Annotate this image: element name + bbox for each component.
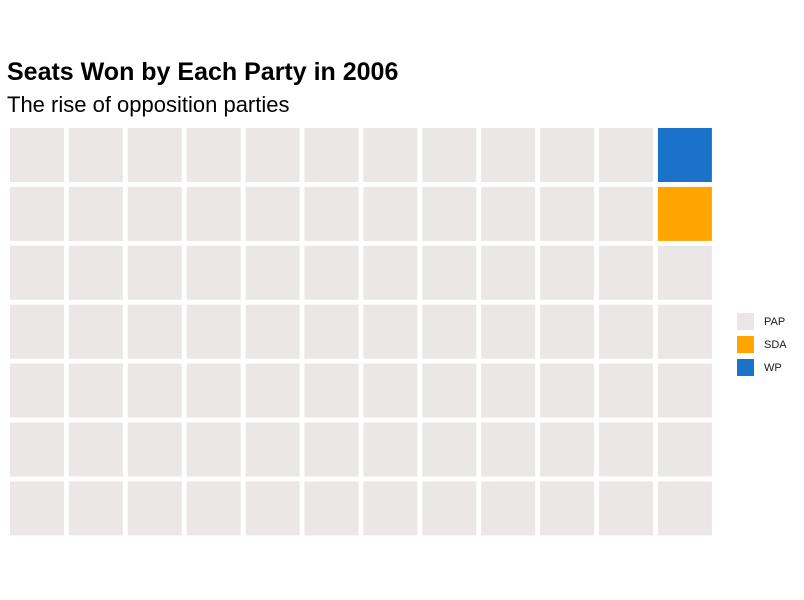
waffle-tile-pap xyxy=(245,128,300,182)
waffle-tile-pap xyxy=(540,245,595,300)
waffle-tile-pap xyxy=(422,186,477,241)
waffle-tile-pap xyxy=(422,481,477,536)
waffle-tile-pap xyxy=(127,422,182,477)
waffle-tile-pap xyxy=(481,363,536,418)
waffle-tile-pap xyxy=(245,186,300,241)
chart-title: Seats Won by Each Party in 2006 xyxy=(7,58,399,86)
waffle-tile-pap xyxy=(68,363,123,418)
waffle-tile-pap xyxy=(422,363,477,418)
waffle-tile-pap xyxy=(422,128,477,182)
waffle-tile-pap xyxy=(186,481,241,536)
waffle-tile-pap xyxy=(127,245,182,300)
waffle-tile-pap xyxy=(10,245,64,300)
waffle-tile-pap xyxy=(245,304,300,359)
waffle-tile-pap xyxy=(599,128,653,182)
waffle-tile-pap xyxy=(657,245,712,300)
chart-subtitle: The rise of opposition parties xyxy=(7,92,290,117)
waffle-tile-pap xyxy=(540,186,595,241)
waffle-tile-pap xyxy=(657,363,712,418)
legend-item-pap: PAP xyxy=(737,310,787,333)
waffle-tile-pap xyxy=(422,422,477,477)
waffle-tile-pap xyxy=(10,363,64,418)
waffle-tile-pap xyxy=(657,304,712,359)
waffle-tile-pap xyxy=(304,304,359,359)
waffle-tile-pap xyxy=(186,422,241,477)
waffle-tile-pap xyxy=(186,245,241,300)
waffle-tile-pap xyxy=(481,186,536,241)
waffle-tile-pap xyxy=(186,186,241,241)
legend: PAP SDA WP xyxy=(737,310,787,379)
waffle-tile-pap xyxy=(422,304,477,359)
waffle-tile-pap xyxy=(599,481,653,536)
legend-swatch-pap xyxy=(737,313,754,330)
waffle-tile-pap xyxy=(127,186,182,241)
waffle-tile-pap xyxy=(540,304,595,359)
waffle-tile-pap xyxy=(10,422,64,477)
waffle-tile-pap xyxy=(304,422,359,477)
waffle-tile-sda xyxy=(657,186,712,241)
waffle-tile-pap xyxy=(68,304,123,359)
waffle-tile-pap xyxy=(127,128,182,182)
legend-label-sda: SDA xyxy=(764,338,787,351)
waffle-tile-pap xyxy=(245,422,300,477)
waffle-tile-pap xyxy=(304,186,359,241)
waffle-tile-wp xyxy=(657,128,712,182)
waffle-tile-pap xyxy=(540,422,595,477)
waffle-tile-pap xyxy=(10,186,64,241)
legend-item-sda: SDA xyxy=(737,333,787,356)
waffle-tile-pap xyxy=(540,481,595,536)
legend-swatch-wp xyxy=(737,359,754,376)
waffle-tile-pap xyxy=(127,363,182,418)
waffle-tile-pap xyxy=(599,245,653,300)
waffle-tile-pap xyxy=(422,245,477,300)
waffle-tile-pap xyxy=(540,128,595,182)
legend-swatch-sda xyxy=(737,336,754,353)
waffle-tile-pap xyxy=(245,245,300,300)
waffle-tile-pap xyxy=(304,481,359,536)
waffle-tile-pap xyxy=(363,245,418,300)
waffle-tile-pap xyxy=(304,128,359,182)
waffle-tile-pap xyxy=(186,128,241,182)
waffle-tile-pap xyxy=(481,481,536,536)
waffle-tile-pap xyxy=(68,128,123,182)
waffle-tile-pap xyxy=(481,304,536,359)
waffle-tile-pap xyxy=(540,363,595,418)
waffle-tile-pap xyxy=(10,304,64,359)
waffle-tile-pap xyxy=(599,422,653,477)
waffle-tile-pap xyxy=(68,186,123,241)
waffle-tile-pap xyxy=(481,128,536,182)
waffle-tile-pap xyxy=(481,245,536,300)
legend-label-pap: PAP xyxy=(764,315,786,328)
waffle-tile-pap xyxy=(599,304,653,359)
waffle-tile-pap xyxy=(304,245,359,300)
waffle-tile-pap xyxy=(68,245,123,300)
waffle-tile-pap xyxy=(363,481,418,536)
waffle-tile-pap xyxy=(599,363,653,418)
waffle-tile-pap xyxy=(10,481,64,536)
waffle-tile-pap xyxy=(657,481,712,536)
waffle-tile-pap xyxy=(599,186,653,241)
waffle-tile-pap xyxy=(363,422,418,477)
waffle-tile-pap xyxy=(245,363,300,418)
waffle-tile-pap xyxy=(127,304,182,359)
waffle-tile-pap xyxy=(127,481,182,536)
waffle-tile-pap xyxy=(68,481,123,536)
waffle-tile-pap xyxy=(245,481,300,536)
waffle-tile-pap xyxy=(363,363,418,418)
waffle-tile-pap xyxy=(68,422,123,477)
waffle-tile-pap xyxy=(481,422,536,477)
waffle-tile-pap xyxy=(10,128,64,182)
waffle-tile-pap xyxy=(304,363,359,418)
waffle-tile-pap xyxy=(363,128,418,182)
legend-label-wp: WP xyxy=(764,361,782,374)
waffle-tile-pap xyxy=(363,186,418,241)
waffle-tile-pap xyxy=(186,363,241,418)
waffle-tile-pap xyxy=(363,304,418,359)
legend-item-wp: WP xyxy=(737,356,787,379)
waffle-tile-pap xyxy=(186,304,241,359)
waffle-tile-pap xyxy=(657,422,712,477)
